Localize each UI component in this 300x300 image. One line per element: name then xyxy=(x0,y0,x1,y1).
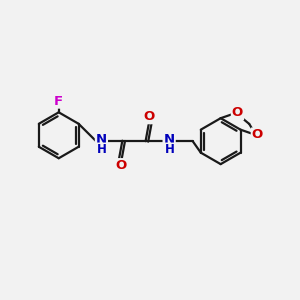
Text: O: O xyxy=(143,110,155,123)
Text: H: H xyxy=(97,143,107,157)
Text: N: N xyxy=(164,134,175,146)
Text: O: O xyxy=(116,159,127,172)
Text: N: N xyxy=(96,134,107,146)
Text: F: F xyxy=(54,94,63,108)
Text: O: O xyxy=(252,128,263,142)
Text: H: H xyxy=(165,143,175,157)
Text: O: O xyxy=(232,106,243,119)
